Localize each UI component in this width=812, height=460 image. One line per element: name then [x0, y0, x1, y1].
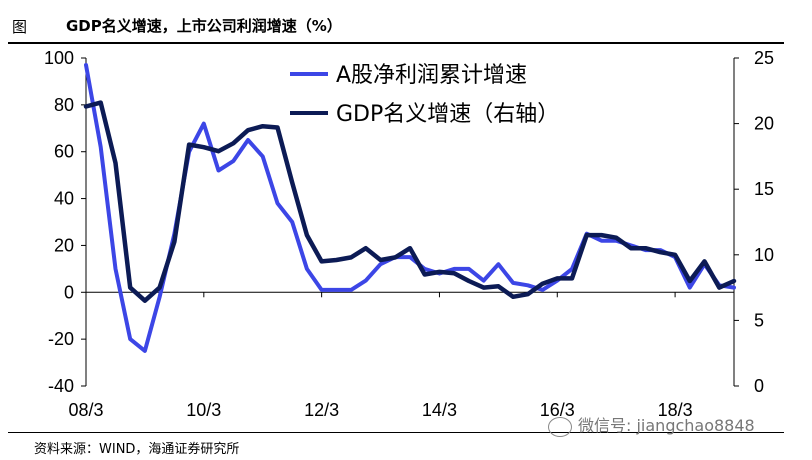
left-y-tick-label: 60	[54, 142, 74, 162]
x-tick-label: 16/3	[540, 400, 575, 420]
left-y-tick-label: -20	[48, 329, 74, 349]
figure-label: 图	[12, 18, 28, 36]
left-y-tick-label: 0	[64, 282, 74, 302]
wechat-watermark: 微信号: jiangchao8848	[548, 412, 755, 437]
wechat-icon	[548, 416, 572, 437]
right-y-tick-label: 10	[754, 245, 774, 265]
x-tick-label: 14/3	[422, 400, 457, 420]
x-tick-label: 18/3	[658, 400, 693, 420]
figure-title-bar: 图 GDP名义增速，上市公司利润增速（%）	[8, 10, 784, 40]
left-y-tick-label: 80	[54, 95, 74, 115]
x-tick-label: 12/3	[304, 400, 339, 420]
watermark-text: 微信号: jiangchao8848	[578, 416, 755, 435]
left-y-tick-label: 100	[44, 48, 74, 68]
right-y-tick-label: 15	[754, 179, 774, 199]
right-y-tick-label: 5	[754, 310, 764, 330]
right-y-tick-label: 25	[754, 48, 774, 68]
legend-label-2: GDP名义增速（右轴）	[336, 102, 559, 127]
series-line-2	[83, 100, 737, 303]
x-tick-label: 10/3	[186, 400, 221, 420]
footer-divider	[8, 432, 784, 433]
source-note: 资料来源：WIND，海通证券研究所	[34, 442, 240, 457]
legend-label-1: A股净利润累计增速	[336, 63, 527, 88]
title-divider	[8, 42, 784, 44]
x-tick-label: 08/3	[68, 400, 103, 420]
figure-title: GDP名义增速，上市公司利润增速（%）	[66, 17, 342, 35]
left-y-tick-label: -40	[48, 376, 74, 396]
right-y-tick-label: 0	[754, 376, 764, 396]
right-y-tick-label: 20	[754, 114, 774, 134]
left-y-tick-label: 20	[54, 235, 74, 255]
left-y-tick-label: 40	[54, 189, 74, 209]
